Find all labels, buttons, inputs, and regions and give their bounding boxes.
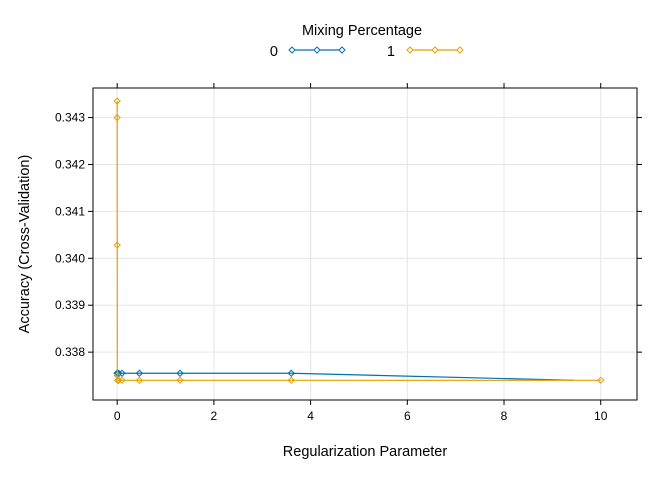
x-tick-label: 0 [114,409,121,423]
data-point-series-0 [287,369,295,377]
legend-key-series-1 [406,46,464,54]
y-axis-title: Accuracy (Cross-Validation) [17,155,33,334]
series-line-1 [116,101,601,381]
legend-key-marker-1 [456,46,464,54]
x-axis-title: Regularization Parameter [283,444,448,460]
data-point-series-0 [135,369,144,377]
data-point-series-0 [118,369,126,377]
x-tick-label: 10 [594,409,608,423]
gridlines [93,88,637,400]
legend-label-series-1: 1 [387,44,395,60]
data-point-series-1 [176,376,184,385]
legend-key-marker-0 [338,46,346,54]
data-point-series-0 [176,369,184,377]
y-tick-label: 0.343 [55,111,85,125]
y-tick-label: 0.341 [55,204,85,218]
x-tick-label: 2 [211,409,218,423]
data-point-series-1 [113,97,121,105]
data-point-series-1 [118,376,126,385]
y-tick-label: 0.339 [55,298,85,312]
series-1 [113,97,605,385]
legend-title: Mixing Percentage [302,23,422,39]
data-point-series-1 [113,113,121,122]
x-tick-label: 4 [307,409,314,423]
legend-key-series-0 [288,46,346,54]
data-point-series-1 [135,376,144,385]
series-line-0 [117,372,575,381]
legend-key-marker-0 [288,46,296,54]
data-point-series-1 [287,376,295,385]
legend-key-marker-1 [406,46,414,54]
legend: Mixing Percentage 0 1 [270,23,464,60]
x-tick-label: 8 [501,409,508,423]
legend-key-marker-0 [313,46,321,54]
y-tick-label: 0.338 [55,345,85,359]
data-point-series-1 [113,241,121,249]
y-tick-label: 0.342 [55,157,85,171]
data-point-series-1 [597,376,605,385]
legend-label-series-0: 0 [270,44,278,60]
series-0 [113,369,575,381]
plot-frame [92,87,638,401]
axes: 0 2 4 6 8 10 0.338 0.339 0.340 0.341 0.342 0.343 [55,83,642,423]
legend-key-marker-1 [431,46,439,54]
series-layer [113,97,605,385]
x-tick-label: 6 [404,409,411,423]
y-tick-label: 0.340 [55,251,85,265]
